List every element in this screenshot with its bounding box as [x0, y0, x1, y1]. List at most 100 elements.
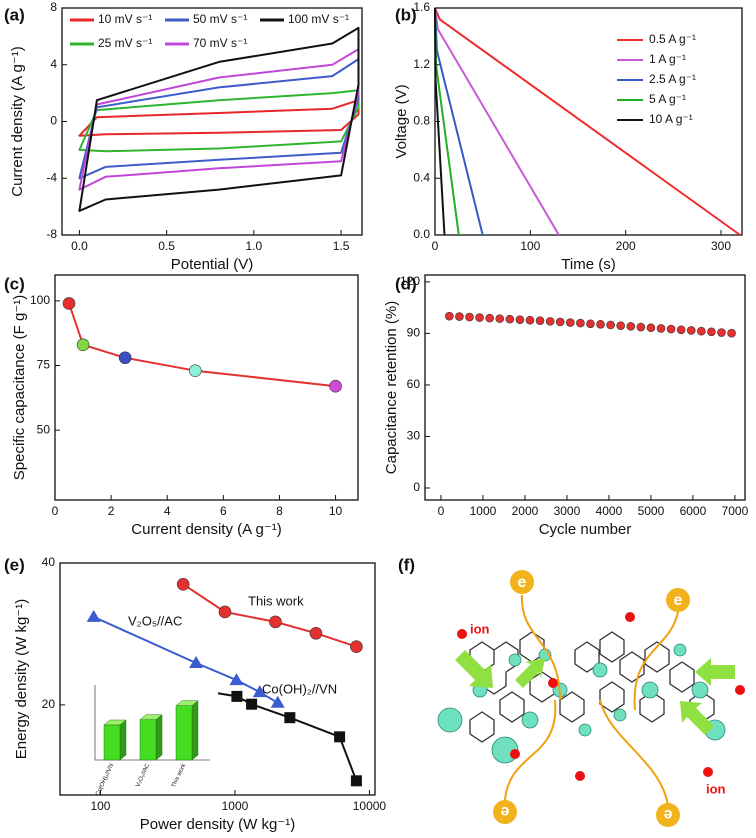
sphere [613, 708, 627, 722]
bar-side [119, 719, 127, 761]
electron [510, 570, 534, 594]
x-tick-label: 2 [108, 504, 115, 518]
point [189, 656, 204, 669]
y-tick-label: 4 [50, 57, 57, 71]
legend-label: 50 mV s⁻¹ [193, 12, 247, 26]
point [229, 673, 244, 686]
point [309, 626, 323, 640]
bar [103, 724, 121, 761]
legend-label: 10 mV s⁻¹ [98, 12, 152, 26]
y-tick-label: 40 [42, 555, 56, 569]
y-tick-label: 20 [42, 697, 56, 711]
point [495, 314, 505, 323]
point [62, 297, 76, 310]
y-tick-label: 0.0 [413, 227, 430, 241]
y-tick-label: 50 [37, 422, 51, 436]
panel-label: (c) [4, 274, 25, 293]
panel-label: (e) [4, 555, 25, 574]
x-tick-label: 10 [329, 504, 343, 518]
bar [139, 719, 157, 761]
point [269, 615, 282, 629]
x-tick-label: 10000 [353, 799, 387, 813]
electron [493, 800, 517, 824]
point [485, 313, 494, 323]
point [666, 324, 676, 334]
point [252, 685, 267, 698]
bar [175, 705, 193, 761]
x-axis-title: Time (s) [561, 256, 615, 273]
x-tick-label: 0 [432, 239, 439, 253]
point [676, 325, 686, 335]
point [231, 690, 243, 702]
sphere [673, 643, 687, 657]
y-tick-label: 0.8 [413, 114, 430, 128]
point [445, 311, 454, 321]
x-tick-label: 0 [52, 504, 59, 518]
x-tick-label: 6000 [680, 504, 707, 518]
plot-frame [54, 274, 359, 501]
ion-dot [575, 771, 585, 781]
point [626, 322, 636, 331]
x-axis-title: Current density (A g⁻¹) [131, 521, 281, 538]
x-tick-label: 1.0 [246, 239, 263, 253]
bar-side [155, 714, 163, 761]
point [246, 698, 258, 710]
point [525, 315, 535, 325]
y-tick-label: 1.6 [413, 0, 430, 14]
ion-arrow [680, 701, 714, 735]
point [636, 322, 646, 332]
point [717, 328, 726, 337]
point [576, 318, 585, 328]
ion-label: ion [470, 621, 490, 636]
ion-dots [457, 612, 745, 781]
point [334, 731, 346, 743]
sphere [521, 711, 539, 729]
point [76, 338, 90, 352]
y-axis-title: Voltage (V) [393, 84, 410, 158]
electron-path [520, 594, 561, 701]
electron-paths [504, 594, 679, 806]
x-tick-label: 100 [90, 799, 110, 813]
point [697, 326, 706, 336]
series-label: V₂O₅//AC [128, 613, 182, 628]
x-tick-label: 6 [220, 504, 227, 518]
series-label: This work [248, 593, 304, 608]
legend-label: 70 mV s⁻¹ [193, 36, 247, 50]
point [515, 315, 525, 324]
point [545, 317, 555, 326]
point [646, 323, 656, 333]
point [586, 319, 595, 329]
x-tick-label: 300 [711, 239, 731, 253]
y-tick-label: 100 [30, 293, 50, 307]
sphere [437, 707, 463, 733]
x-tick-label: 1000 [470, 504, 497, 518]
point [176, 577, 190, 591]
legend-label: 1 A g⁻¹ [649, 52, 686, 66]
x-tick-label: 5000 [638, 504, 665, 518]
point [656, 324, 666, 333]
y-tick-label: 30 [407, 429, 421, 443]
legend-label: 25 mV s⁻¹ [98, 36, 152, 50]
point [350, 775, 362, 787]
y-tick-label: 0 [50, 114, 57, 128]
x-tick-label: 0.0 [71, 239, 88, 253]
y-tick-label: 0 [413, 480, 420, 494]
sphere [691, 681, 709, 699]
ion-label: ion [706, 781, 726, 796]
bar-side [191, 700, 199, 761]
electron [656, 803, 680, 827]
y-tick-label: -8 [46, 227, 57, 241]
plot-frame [59, 562, 376, 796]
x-tick-label: 100 [520, 239, 540, 253]
point [707, 327, 716, 337]
y-tick-label: 8 [50, 0, 57, 14]
series-line [78, 48, 360, 191]
sphere [641, 681, 659, 699]
ion-arrow [515, 658, 545, 688]
point [455, 312, 464, 321]
legend-label: 100 mV s⁻¹ [288, 12, 349, 26]
point [535, 316, 545, 325]
series-line [78, 99, 360, 137]
panel-label: (b) [395, 5, 417, 24]
